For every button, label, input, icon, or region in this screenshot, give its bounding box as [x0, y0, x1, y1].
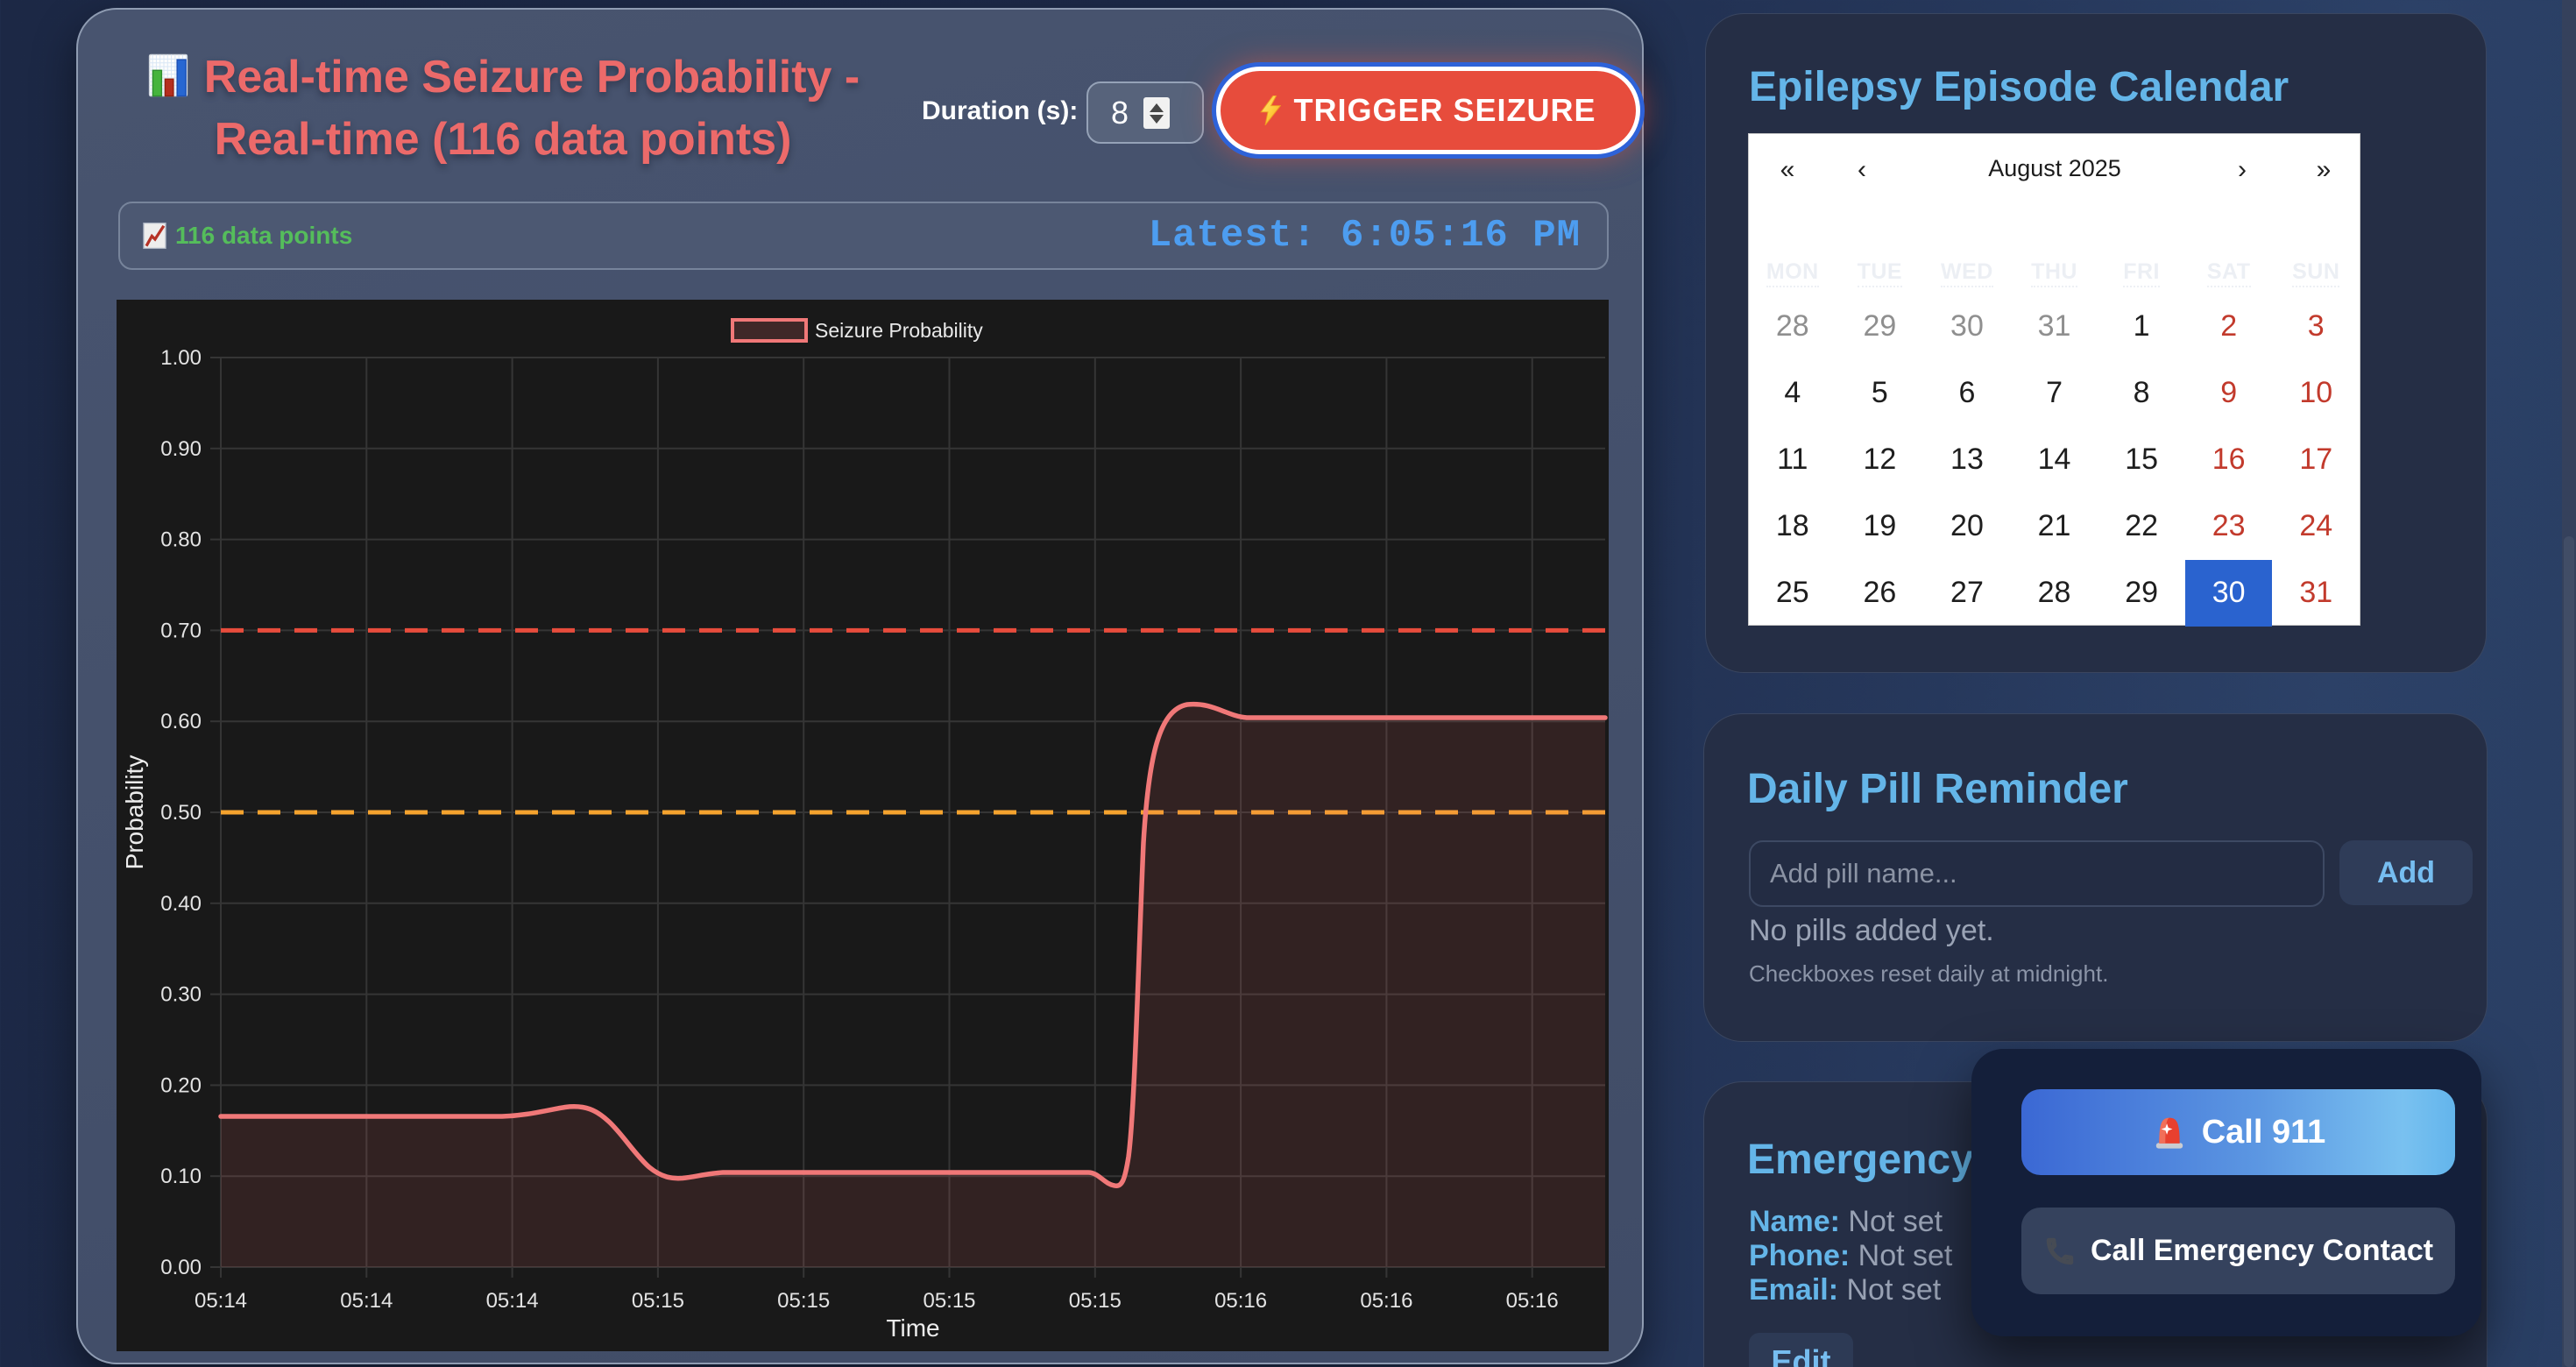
svg-text:0.10: 0.10 [160, 1165, 202, 1188]
svg-text:Seizure Probability: Seizure Probability [815, 319, 983, 342]
svg-text:05:16: 05:16 [1214, 1289, 1267, 1313]
svg-text:0.60: 0.60 [160, 710, 202, 733]
svg-text:05:15: 05:15 [777, 1289, 830, 1313]
svg-text:05:16: 05:16 [1360, 1289, 1412, 1313]
svg-text:05:15: 05:15 [923, 1289, 975, 1313]
svg-text:0.70: 0.70 [160, 619, 202, 642]
svg-text:0.20: 0.20 [160, 1073, 202, 1097]
svg-text:0.00: 0.00 [160, 1256, 202, 1279]
svg-text:05:15: 05:15 [1069, 1289, 1122, 1313]
svg-text:05:15: 05:15 [632, 1289, 684, 1313]
svg-text:0.30: 0.30 [160, 983, 202, 1007]
svg-text:05:14: 05:14 [486, 1289, 539, 1313]
svg-text:0.90: 0.90 [160, 437, 202, 461]
svg-text:05:14: 05:14 [340, 1289, 393, 1313]
svg-text:05:14: 05:14 [195, 1289, 247, 1313]
svg-text:Probability: Probability [121, 755, 148, 870]
svg-text:0.80: 0.80 [160, 528, 202, 552]
svg-text:0.50: 0.50 [160, 801, 202, 825]
svg-text:1.00: 1.00 [160, 346, 202, 370]
svg-text:Time: Time [886, 1314, 939, 1342]
svg-text:0.40: 0.40 [160, 892, 202, 916]
svg-text:05:16: 05:16 [1506, 1289, 1559, 1313]
